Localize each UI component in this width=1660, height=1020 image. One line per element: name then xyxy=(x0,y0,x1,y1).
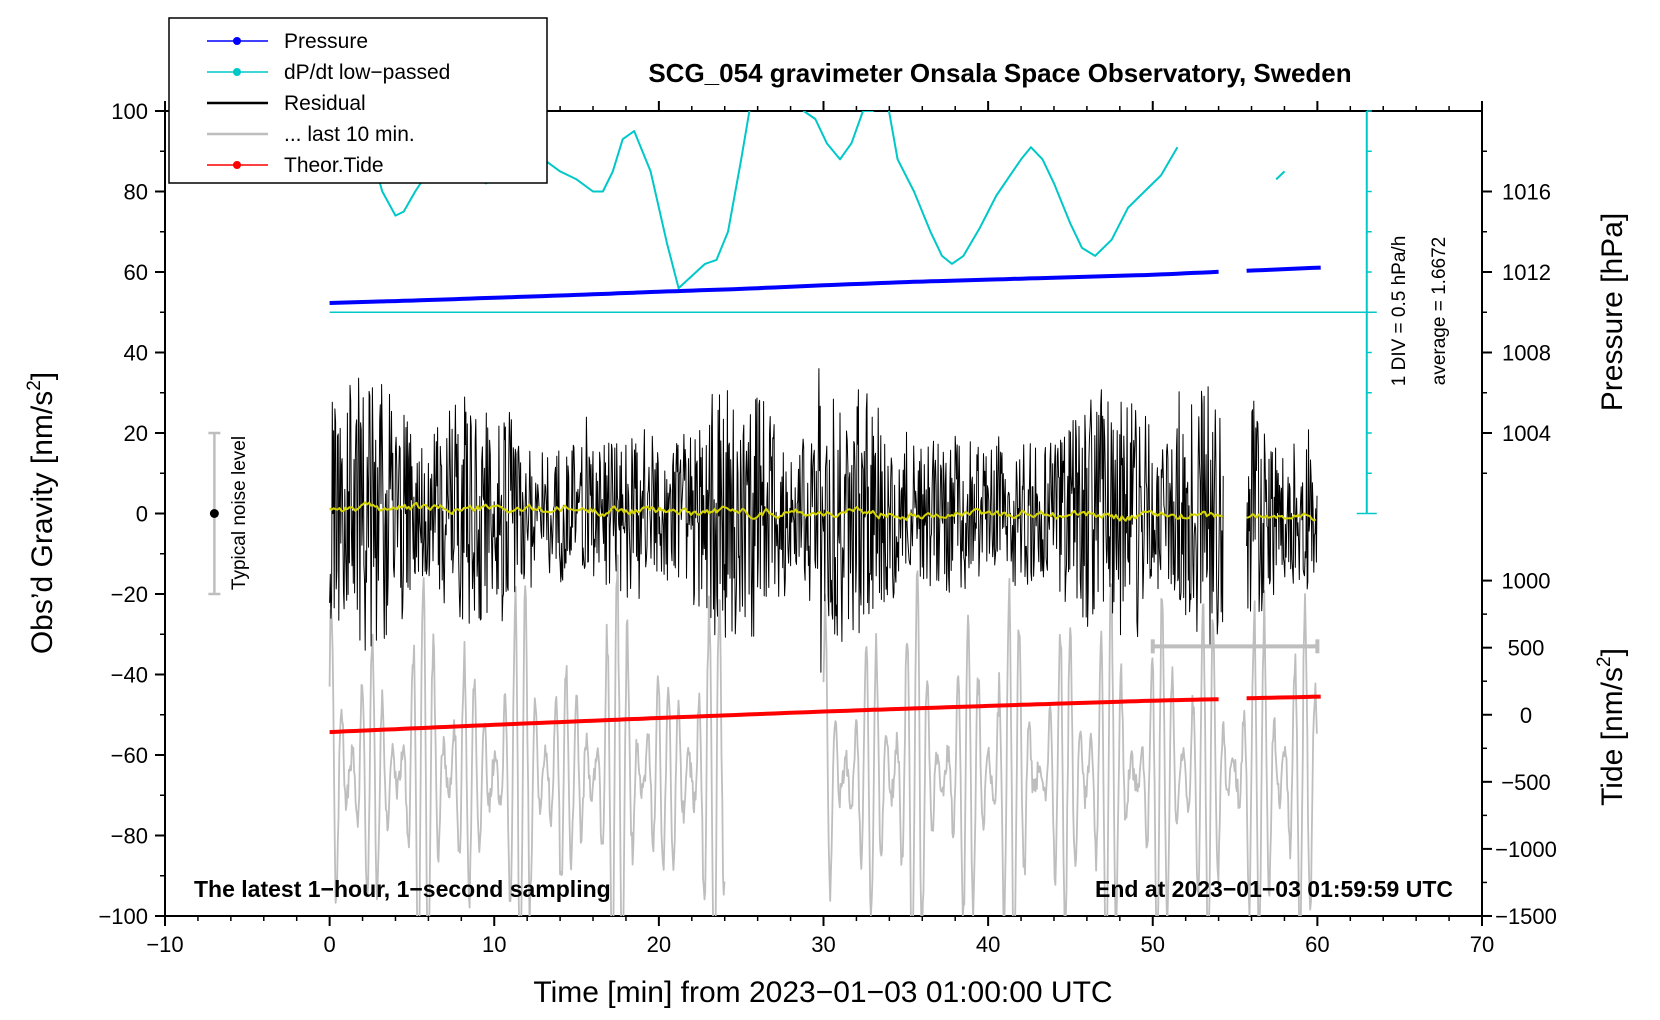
y-axis-title-end: ] xyxy=(26,372,59,380)
x-tick-label: −10 xyxy=(146,932,183,957)
y-tick-label: −80 xyxy=(111,824,148,849)
last-10-min-line xyxy=(328,554,726,916)
noise-bar-center xyxy=(209,509,219,518)
pressure-axis-title: Pressure [hPa] xyxy=(1596,213,1629,411)
y-tick-label: −100 xyxy=(98,904,148,929)
x-axis-title: Time [min] from 2023−01−03 01:00:00 UTC xyxy=(533,976,1112,1009)
tide-axis-title-superscript: 2 xyxy=(1594,656,1615,667)
y-tick-label: −20 xyxy=(111,582,148,607)
y-axis-title-superscript: 2 xyxy=(24,380,45,391)
tide-tick-label: −1500 xyxy=(1495,904,1557,929)
legend-marker xyxy=(233,161,241,169)
last-10-min-indicator xyxy=(1150,639,1320,654)
chart-title: SCG_054 gravimeter Onsala Space Observat… xyxy=(648,58,1351,88)
residual-line xyxy=(1246,400,1318,612)
tide-line xyxy=(1246,694,1321,701)
y-tick-label: 20 xyxy=(124,421,148,446)
plot-data-layer xyxy=(328,111,1367,916)
y-axis-title-text: Obs’d Gravity [nm/s xyxy=(26,391,59,654)
legend-marker xyxy=(233,68,241,76)
last-10-min-line xyxy=(822,570,1318,916)
y-tick-label: 80 xyxy=(124,180,148,205)
legend-marker xyxy=(233,37,241,45)
x-tick-label: 0 xyxy=(324,932,336,957)
legend-box xyxy=(168,17,548,184)
x-tick-label: 40 xyxy=(976,932,1000,957)
axes-layer: −10 0 10 20 30 40 50 60 70−100−80−60−40−20020406… xyxy=(98,99,1556,957)
tide-tick-label: 0 xyxy=(1520,703,1532,728)
legend-label: ... last 10 min. xyxy=(284,123,415,146)
legend-label: Theor.Tide xyxy=(284,154,384,177)
noise-level-label: Typical noise level xyxy=(229,436,250,590)
y-tick-label: −40 xyxy=(111,663,148,688)
tide-tick-label: 1000 xyxy=(1502,569,1551,594)
legend-label: dP/dt low−passed xyxy=(284,61,450,84)
pressure-line xyxy=(1246,265,1321,273)
dpdt-tail-line xyxy=(1275,170,1286,181)
pressure-average-annotation: average = 1.6672 xyxy=(1429,237,1450,385)
pressure-tick-label: 1012 xyxy=(1502,260,1551,285)
x-tick-label: 60 xyxy=(1305,932,1329,957)
tide-axis-title-text: Tide [nm/s xyxy=(1596,667,1629,806)
residual-smoothed-line xyxy=(329,501,1224,522)
pressure-line xyxy=(329,269,1219,305)
note-end-time: End at 2023−01−03 01:59:59 UTC xyxy=(1095,876,1453,902)
x-tick-label: 10 xyxy=(482,932,506,957)
y-tick-label: 60 xyxy=(124,260,148,285)
tide-tick-label: −500 xyxy=(1501,770,1551,795)
noise-level-bar xyxy=(208,431,221,596)
pressure-tick-label: 1016 xyxy=(1502,180,1551,205)
x-tick-label: 30 xyxy=(811,932,835,957)
y-axis-title: Obs’d Gravity [nm/s2] xyxy=(24,372,59,654)
pressure-scale-bar xyxy=(1356,110,1377,515)
y-tick-label: 100 xyxy=(111,99,148,124)
tide-tick-label: 500 xyxy=(1508,636,1545,661)
y-tick-label: 0 xyxy=(136,502,148,527)
y-tick-label: 40 xyxy=(124,341,148,366)
legend-label: Pressure xyxy=(284,30,368,53)
pressure-tick-label: 1008 xyxy=(1502,341,1551,366)
residual-smoothed-line xyxy=(1246,512,1317,522)
tide-axis-title: Tide [nm/s2] xyxy=(1594,648,1629,806)
y-tick-label: −60 xyxy=(111,743,148,768)
note-sampling: The latest 1−hour, 1−second sampling xyxy=(194,876,611,902)
x-tick-label: 50 xyxy=(1141,932,1165,957)
residual-line xyxy=(329,368,1224,673)
x-tick-label: 20 xyxy=(647,932,671,957)
tide-tick-label: −1000 xyxy=(1495,837,1557,862)
pressure-tick-label: 1004 xyxy=(1502,421,1551,446)
x-tick-label: 70 xyxy=(1470,932,1494,957)
legend: Pressure dP/dt low−passed Residual ... last… xyxy=(168,17,548,184)
legend-label: Residual xyxy=(284,92,366,115)
pressure-div-annotation: 1 DIV = 0.5 hPa/h xyxy=(1389,236,1410,387)
tide-line xyxy=(329,697,1219,735)
tide-axis-title-end: ] xyxy=(1596,648,1629,656)
